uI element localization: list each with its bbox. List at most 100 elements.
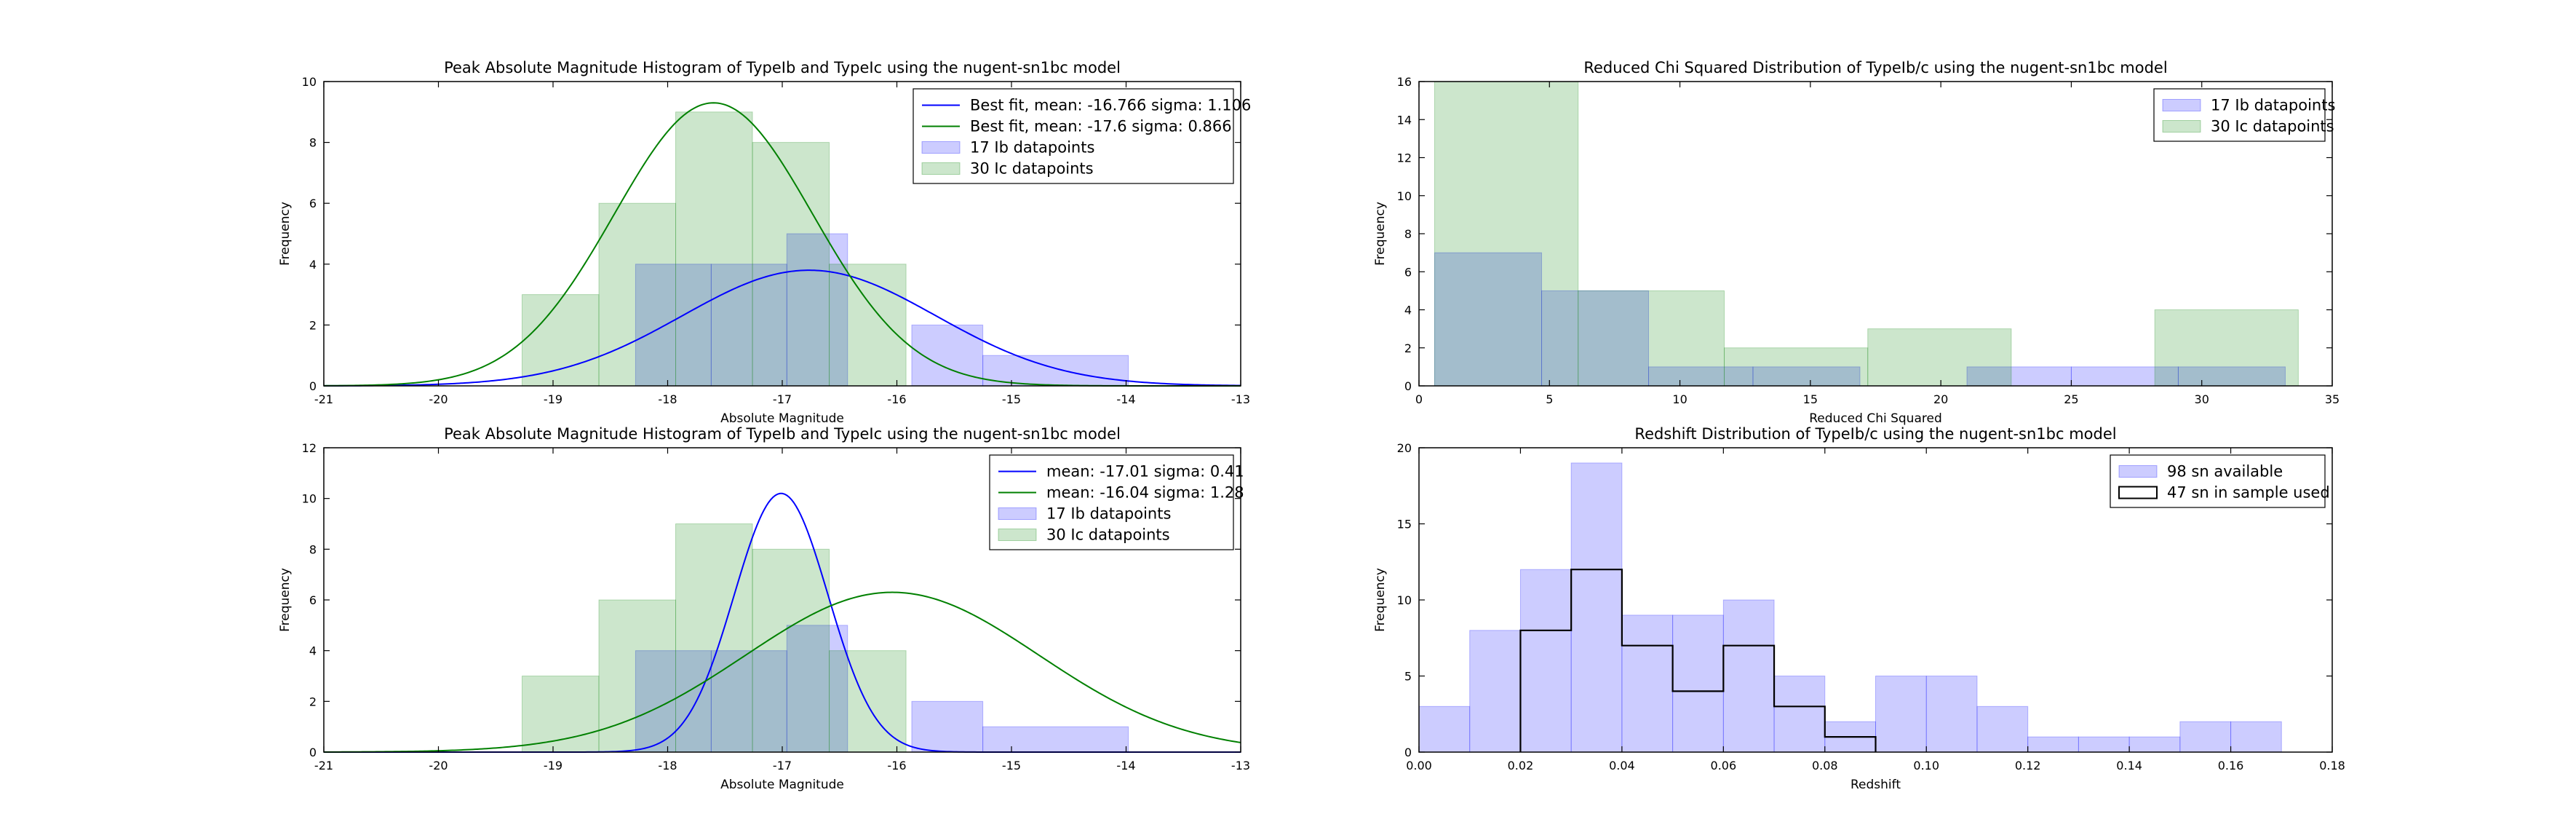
x-tick-label: -16 — [887, 392, 906, 406]
x-axis-label: Reduced Chi Squared — [1809, 411, 1941, 426]
legend-label: mean: -17.01 sigma: 0.41 — [1046, 463, 1244, 481]
x-tick-label: -20 — [429, 392, 448, 406]
legend-patch-key — [921, 141, 961, 154]
y-tick-label: 4 — [1404, 304, 1412, 317]
histogram-2 — [1519, 569, 1877, 752]
x-tick-label: 15 — [1803, 392, 1818, 406]
histogram-bar — [635, 650, 712, 753]
legend-patch-key — [921, 162, 961, 175]
histogram-bar — [2154, 309, 2299, 387]
y-tick-label: 5 — [1404, 670, 1412, 684]
y-tick-label: 8 — [309, 542, 317, 556]
legend-label: 30 Ic datapoints — [2211, 118, 2334, 135]
x-tick-label: 0.12 — [2015, 759, 2041, 772]
histogram-bar — [1925, 676, 1978, 753]
x-tick-label: 0 — [1415, 392, 1423, 406]
legend-label: 17 Ib datapoints — [970, 139, 1094, 157]
legend-patch-key — [998, 507, 1037, 520]
fit-curve-2 — [323, 591, 1241, 753]
x-tick-label: -13 — [1231, 759, 1250, 772]
legend-label: Best fit, mean: -17.6 sigma: 0.866 — [970, 118, 1232, 135]
x-tick-label: 20 — [1933, 392, 1948, 406]
chart-1: -21 -20 -19 -18 -17 -16 -15 -14 -13 0 2 4 6 8 10 Peak A… — [278, 59, 1251, 426]
fit-curve-1 — [323, 269, 1241, 387]
y-tick-label: 0 — [1404, 379, 1412, 393]
histogram-bar — [911, 700, 984, 753]
y-tick-label: 6 — [309, 593, 317, 607]
legend: mean: -17.01 sigma: 0.41 mean: -16.04 sig… — [989, 454, 1244, 550]
histogram-bar — [521, 294, 600, 387]
y-tick-label: 10 — [1397, 593, 1412, 607]
histogram-1 — [635, 625, 1129, 753]
x-tick-label: 0.10 — [1913, 759, 1939, 772]
legend-patch-key — [998, 529, 1037, 541]
y-tick-label: 20 — [1397, 441, 1412, 455]
legend-label: 98 sn available — [2167, 463, 2283, 481]
histogram-1 — [1434, 252, 2286, 387]
x-tick-label: -21 — [314, 759, 333, 772]
y-tick-label: 2 — [309, 318, 317, 332]
histogram-bar — [982, 355, 1129, 387]
y-tick-label: 12 — [1397, 151, 1412, 165]
legend-label: 30 Ic datapoints — [1046, 526, 1170, 544]
legend-patch-key — [2118, 465, 2158, 478]
y-tick-label: 0 — [309, 379, 317, 393]
y-tick-label: 4 — [309, 644, 317, 658]
x-tick-label: 5 — [1546, 392, 1553, 406]
legend-label: 30 Ic datapoints — [970, 160, 1094, 178]
chart-title: Reduced Chi Squared Distribution of Type… — [1583, 59, 2167, 76]
histogram-bar — [2230, 721, 2282, 753]
histogram-bar — [1966, 366, 2072, 387]
histogram-2 — [521, 111, 907, 387]
legend-box — [913, 88, 1234, 184]
x-tick-label: 30 — [2195, 392, 2209, 406]
histogram-bar — [1469, 630, 1521, 753]
histogram-bar — [710, 650, 787, 753]
histogram-bar — [1672, 614, 1724, 753]
histogram-bar — [982, 726, 1129, 753]
histogram-bar — [1570, 462, 1623, 753]
histogram-1 — [635, 233, 1129, 387]
x-tick-label: 35 — [2325, 392, 2340, 406]
histogram-bar — [1578, 290, 1725, 387]
histogram-bar — [2179, 721, 2232, 753]
histogram-bar — [1418, 706, 1471, 753]
histogram-bar — [786, 233, 848, 387]
x-tick-label: 0.08 — [1812, 759, 1838, 772]
legend-label: 17 Ib datapoints — [2211, 97, 2335, 114]
histogram-bar — [1875, 676, 1927, 753]
y-tick-label: 8 — [309, 136, 317, 150]
y-tick-label: 12 — [302, 441, 317, 455]
x-tick-label: 0.16 — [2218, 759, 2244, 772]
y-tick-label: 6 — [1404, 265, 1412, 279]
histogram-bar — [1722, 599, 1775, 753]
histogram-bar — [1519, 569, 1572, 753]
histogram-bar — [1434, 81, 1579, 387]
histogram-bar — [829, 264, 907, 387]
x-tick-label: 0.14 — [2116, 759, 2142, 772]
legend-patch-key — [2162, 99, 2201, 111]
x-tick-label: -19 — [544, 759, 562, 772]
x-tick-label: -18 — [658, 392, 677, 406]
histogram-bar — [829, 650, 907, 753]
x-tick-label: 10 — [1672, 392, 1687, 406]
histogram-bar — [1434, 252, 1543, 387]
histogram-bar — [1724, 347, 1869, 387]
x-tick-label: 0.00 — [1406, 759, 1432, 772]
histogram-bar — [675, 111, 753, 387]
histogram-bar — [2078, 736, 2130, 753]
legend-label: Best fit, mean: -16.766 sigma: 1.106 — [970, 97, 1251, 114]
x-tick-label: -18 — [658, 759, 677, 772]
x-tick-label: 0.06 — [1711, 759, 1737, 772]
y-axis-label: Frequency — [1373, 568, 1388, 632]
legend-patch-key — [2162, 120, 2201, 133]
y-tick-label: 10 — [302, 492, 317, 506]
y-tick-label: 10 — [1397, 189, 1412, 203]
histogram-bar — [752, 142, 830, 387]
y-axis-label: Frequency — [1373, 202, 1388, 266]
x-axis-label: Redshift — [1850, 778, 1901, 792]
histogram-bar — [752, 548, 830, 753]
x-tick-label: -15 — [1002, 392, 1021, 406]
histogram-bar — [786, 625, 848, 753]
x-tick-label: -16 — [887, 759, 906, 772]
